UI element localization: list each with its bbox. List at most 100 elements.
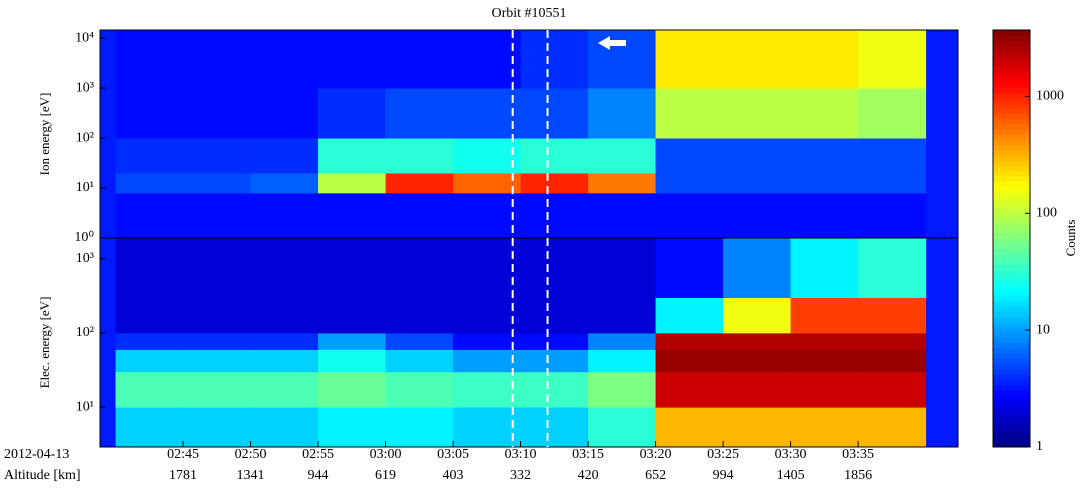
spectrogram-cell [385, 192, 454, 239]
spectrogram-cell [453, 88, 522, 139]
colorbar-swatch [993, 50, 1030, 57]
spectrogram-cell [655, 407, 724, 448]
spectrogram-cell [318, 138, 387, 174]
colorbar-swatch [993, 228, 1030, 234]
spectrogram-cell [250, 297, 319, 334]
spectrogram-cell [790, 407, 859, 448]
spectrogram-cell [520, 238, 589, 298]
spectrogram-cell [655, 172, 724, 194]
spectrogram-cell [520, 332, 589, 350]
colorbar-swatch [993, 233, 1030, 239]
colorbar-swatch [993, 82, 1030, 88]
colorbar-swatch [993, 264, 1030, 271]
spectrogram-cell [858, 192, 927, 239]
colorbar-swatch [993, 384, 1030, 391]
colorbar-swatch [993, 400, 1030, 406]
colorbar-swatch [993, 337, 1030, 344]
x-tick-label: 03:20 [640, 447, 672, 462]
colorbar-swatch [993, 327, 1030, 333]
spectrogram-cell [588, 407, 657, 448]
colorbar-swatch [993, 66, 1030, 73]
spectrogram-cell [115, 192, 184, 239]
colorbar-swatch [993, 238, 1030, 245]
spectrogram-cell [588, 332, 657, 350]
colorbar-swatch [993, 92, 1030, 99]
y-tick-label: 10¹ [76, 399, 94, 414]
spectrogram-cell [385, 238, 454, 298]
colorbar-swatch [993, 254, 1030, 260]
spectrogram-cell [588, 192, 657, 239]
colorbar-swatch [993, 123, 1030, 130]
spectrogram-cell [588, 349, 657, 373]
spectrogram-cell [858, 407, 927, 448]
x-tick-label: 03:15 [572, 447, 604, 462]
colorbar-swatch [993, 316, 1030, 323]
spectrogram-cell [183, 238, 252, 298]
colorbar-swatch [993, 415, 1030, 422]
colorbar-swatch [993, 295, 1030, 302]
spectrogram-cell [790, 88, 859, 139]
colorbar-swatch [993, 431, 1030, 438]
spectrogram-cell [115, 138, 184, 174]
colorbar-swatch [993, 207, 1030, 213]
spectrogram-cell [723, 88, 792, 139]
spectrogram-cell [453, 30, 522, 89]
spectrogram-cell [655, 192, 724, 239]
colorbar-swatch [993, 56, 1030, 62]
y-tick-label: 10² [76, 130, 94, 145]
colorbar-swatch [993, 139, 1030, 146]
x-header: 2012-04-13 [4, 447, 69, 462]
colorbar-swatch [993, 113, 1030, 120]
y-axis-label: Ion energy [eV] [37, 93, 52, 176]
plot-layer: 1 10 100 1000 [100, 29, 1064, 454]
x-tick-label: 03:30 [775, 447, 807, 462]
spectrogram-cell [790, 332, 859, 350]
spectrogram-cell [115, 238, 184, 298]
spectrogram-cell [453, 238, 522, 298]
spectrogram-cell [183, 30, 252, 89]
spectrogram-cell [318, 88, 387, 139]
colorbar-swatch [993, 342, 1030, 349]
spectrogram-cell [588, 88, 657, 139]
altitude-label: 332 [510, 468, 531, 483]
spectrogram-cell [250, 349, 319, 373]
spectrogram-cell [723, 371, 792, 408]
spectrogram-cell [790, 297, 859, 334]
colorbar-swatch [993, 160, 1030, 167]
colorbar-swatch [993, 102, 1030, 109]
colorbar-tick-label: 10 [1036, 322, 1050, 337]
spectrogram-cell [385, 371, 454, 408]
colorbar-swatch [993, 191, 1030, 198]
spectrogram-cell [385, 407, 454, 448]
colorbar-swatch [993, 87, 1030, 94]
spectrogram-cell [183, 371, 252, 408]
spectrogram-cell [318, 172, 387, 194]
colorbar-swatch [993, 61, 1030, 67]
colorbar-swatch [993, 134, 1030, 140]
spectrogram-cell [723, 138, 792, 174]
colorbar-swatch [993, 181, 1030, 187]
colorbar-swatch [993, 45, 1030, 52]
spectrogram-cell [858, 172, 927, 194]
spectrogram-cell [858, 371, 927, 408]
spectrogram-cell [183, 297, 252, 334]
colorbar-swatch [993, 379, 1030, 385]
altitude-label: 994 [713, 468, 734, 483]
spectrogram-cell [250, 332, 319, 350]
colorbar-frame [992, 29, 1031, 448]
colorbar-swatch [993, 269, 1030, 276]
colorbar-swatch [993, 353, 1030, 359]
spectrogram-cell [723, 297, 792, 334]
spectrogram-cell [453, 172, 522, 194]
spectrogram-cell [520, 371, 589, 408]
spectrogram-cell [858, 138, 927, 174]
spectrogram-cell [115, 407, 184, 448]
spectrogram-cell [115, 172, 184, 194]
colorbar-swatch [993, 389, 1030, 396]
spectrogram-cell [655, 238, 724, 298]
colorbar-swatch [993, 306, 1030, 312]
spectrogram-cell [453, 371, 522, 408]
chart-title: Orbit #10551 [491, 6, 566, 21]
spectrogram-cell [655, 332, 724, 350]
